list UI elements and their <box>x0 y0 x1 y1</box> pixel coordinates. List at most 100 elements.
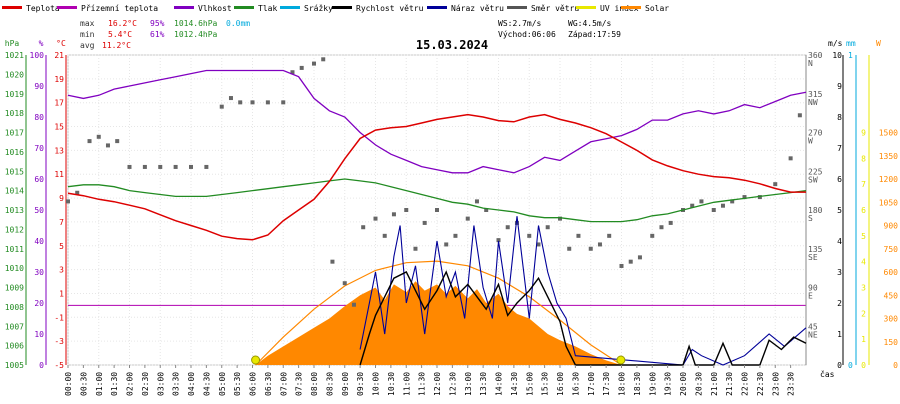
hpa-axis-tick: 1009 <box>5 284 24 293</box>
x-tick-label: 16:30 <box>571 372 580 396</box>
x-tick-label: 10:00 <box>372 372 381 396</box>
wind-direction-point <box>281 100 286 105</box>
solar-axis-tick: 600 <box>884 268 899 277</box>
hpa-axis-tick: 1012 <box>5 225 24 234</box>
uv-axis-tick: 0 <box>861 361 866 370</box>
sun-marker <box>251 355 261 365</box>
plot-area <box>66 57 807 366</box>
x-tick-label: 14:00 <box>495 372 504 396</box>
direction-label: E <box>808 292 813 301</box>
temperature-axis-tick: 7 <box>59 218 64 227</box>
wind-direction-point <box>659 225 664 230</box>
legend-label: Náraz větru <box>451 4 504 13</box>
x-tick-label: 19:30 <box>664 372 673 396</box>
direction-tick: 270 <box>808 129 823 138</box>
direction-tick: 135 <box>808 245 823 254</box>
x-tick-label: 05:00 <box>218 372 227 396</box>
legend-swatch <box>57 6 77 9</box>
wind-direction-point <box>173 164 178 169</box>
wind-direction-point <box>597 242 602 247</box>
humidity-line <box>67 69 807 174</box>
stat-min-hum: 61% <box>150 30 165 39</box>
hpa-axis-tick: 1014 <box>5 187 24 196</box>
humidity-axis-tick: 100 <box>30 51 45 60</box>
sun-marker <box>616 355 626 365</box>
stat-min-temp: 5.4°C <box>108 30 132 39</box>
wind-direction-point <box>373 216 378 221</box>
direction-label: W <box>808 137 813 146</box>
wind-direction-point <box>536 242 541 247</box>
temperature-axis-unit: °C <box>56 39 66 48</box>
temperature-axis-tick: 9 <box>59 194 64 203</box>
wind-direction-point <box>299 65 304 70</box>
wind-axis-tick: 8 <box>837 113 842 122</box>
legend-label: Rychlost větru <box>356 4 424 13</box>
wind-direction-point <box>342 281 347 286</box>
legend-label: Přízemní teplota <box>81 4 158 13</box>
humidity-axis-tick: 50 <box>34 206 44 215</box>
stats-block: max 16.2°C 95% 1014.6hPa 0.0mm min 5.4°C… <box>80 19 621 50</box>
hpa-axis-tick: 1010 <box>5 264 24 273</box>
direction-label: NE <box>808 330 818 339</box>
wind-direction-point <box>788 156 793 161</box>
uv-axis-tick: 3 <box>861 284 866 293</box>
temperature-axis-tick: 15 <box>54 123 64 132</box>
x-tick-label: 00:30 <box>79 372 88 396</box>
uv-axis-tick: 4 <box>861 258 866 267</box>
solar-axis-tick: 900 <box>884 222 899 231</box>
wind-direction-point <box>290 70 295 75</box>
legend-swatch <box>280 6 300 9</box>
wind-direction-point <box>558 216 562 221</box>
info-sunset: Západ:17:59 <box>568 30 621 39</box>
x-tick-label: 04:30 <box>202 372 211 396</box>
wind-direction-point <box>711 208 716 212</box>
wind-speed-line <box>359 270 807 366</box>
x-tick-label: 03:00 <box>156 372 165 396</box>
humidity-axis-tick: 0 <box>39 361 44 370</box>
wind-direction-point <box>422 220 427 225</box>
x-tick-label: 10:30 <box>387 372 396 396</box>
legend-swatch <box>174 6 194 9</box>
wind-axis-tick: 4 <box>837 237 842 246</box>
humidity-axis-tick: 30 <box>34 268 44 277</box>
wind-direction-point <box>391 212 396 217</box>
legend-swatch <box>507 6 527 9</box>
solar-axis-tick: 1350 <box>879 152 898 161</box>
temperature-axis-tick: -5 <box>54 361 64 370</box>
wind-direction-point <box>96 134 101 139</box>
legend-swatch <box>234 6 254 9</box>
x-tick-label: 08:30 <box>325 372 334 396</box>
x-tick-label: 07:30 <box>295 372 304 396</box>
wind-direction-point <box>720 203 725 208</box>
wind-axis-tick: 3 <box>837 268 842 277</box>
stat-max-temp: 16.2°C <box>108 19 137 28</box>
direction-tick: 315 <box>808 90 823 99</box>
solar-axis-tick: 0 <box>893 361 898 370</box>
stat-max-label: max <box>80 19 95 28</box>
x-tick-label: 12:30 <box>448 372 457 396</box>
wind-direction-point <box>435 208 439 212</box>
uv-axis-tick: 7 <box>861 180 866 189</box>
wind-axis-tick: 5 <box>837 206 842 215</box>
hpa-axis-tick: 1015 <box>5 167 24 176</box>
humidity-axis-tick: 80 <box>34 113 44 122</box>
wind-direction-point <box>484 208 489 212</box>
hpa-axis-tick: 1020 <box>5 70 24 79</box>
humidity-axis-unit: % <box>39 39 44 48</box>
x-tick-label: 16:00 <box>556 372 565 396</box>
hpa-axis-tick: 1008 <box>5 303 24 312</box>
direction-tick: 180 <box>808 206 823 215</box>
x-tick-label: 11:00 <box>402 372 411 396</box>
hpa-axis-tick: 1006 <box>5 342 24 351</box>
wind-direction-point <box>204 164 209 169</box>
x-tick-label: 07:00 <box>279 372 288 396</box>
humidity-axis-tick: 20 <box>34 299 44 308</box>
legend-swatch <box>427 6 447 9</box>
wind-direction-point <box>330 259 335 264</box>
x-tick-label: 19:00 <box>648 372 657 396</box>
hpa-axis-tick: 1019 <box>5 90 24 99</box>
x-tick-label: 22:00 <box>741 372 750 396</box>
wind-direction-point <box>730 199 735 204</box>
x-tick-label: 12:00 <box>433 372 442 396</box>
